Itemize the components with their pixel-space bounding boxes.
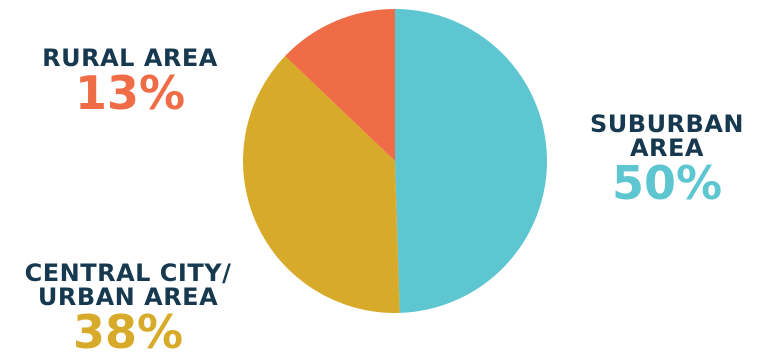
slice-label-urban-name-line1: CENTRAL CITY/ bbox=[24, 259, 232, 287]
slice-label-suburban-name-line2: AREA bbox=[629, 134, 705, 162]
slice-label-suburban-value: 50% bbox=[611, 156, 723, 210]
slice-label-suburban-name-line1: SUBURBAN bbox=[590, 110, 744, 138]
slice-label-rural-area: RURAL AREA 13% bbox=[22, 46, 238, 116]
pie-slice-suburban-area bbox=[395, 9, 548, 313]
pie-slice-central-city-urban-area bbox=[243, 56, 400, 314]
pie-slice-rural-area bbox=[285, 9, 395, 161]
pie-slices bbox=[243, 9, 548, 314]
slice-label-urban-name-line2: URBAN AREA bbox=[37, 283, 219, 311]
slice-label-rural-value: 13% bbox=[74, 66, 186, 120]
slice-label-rural-name: RURAL AREA bbox=[42, 44, 218, 72]
slice-label-urban-value: 38% bbox=[72, 305, 184, 359]
slice-label-suburban-area: SUBURBAN AREA 50% bbox=[574, 112, 760, 206]
slice-label-central-city-urban-area: CENTRAL CITY/ URBAN AREA 38% bbox=[4, 261, 252, 355]
